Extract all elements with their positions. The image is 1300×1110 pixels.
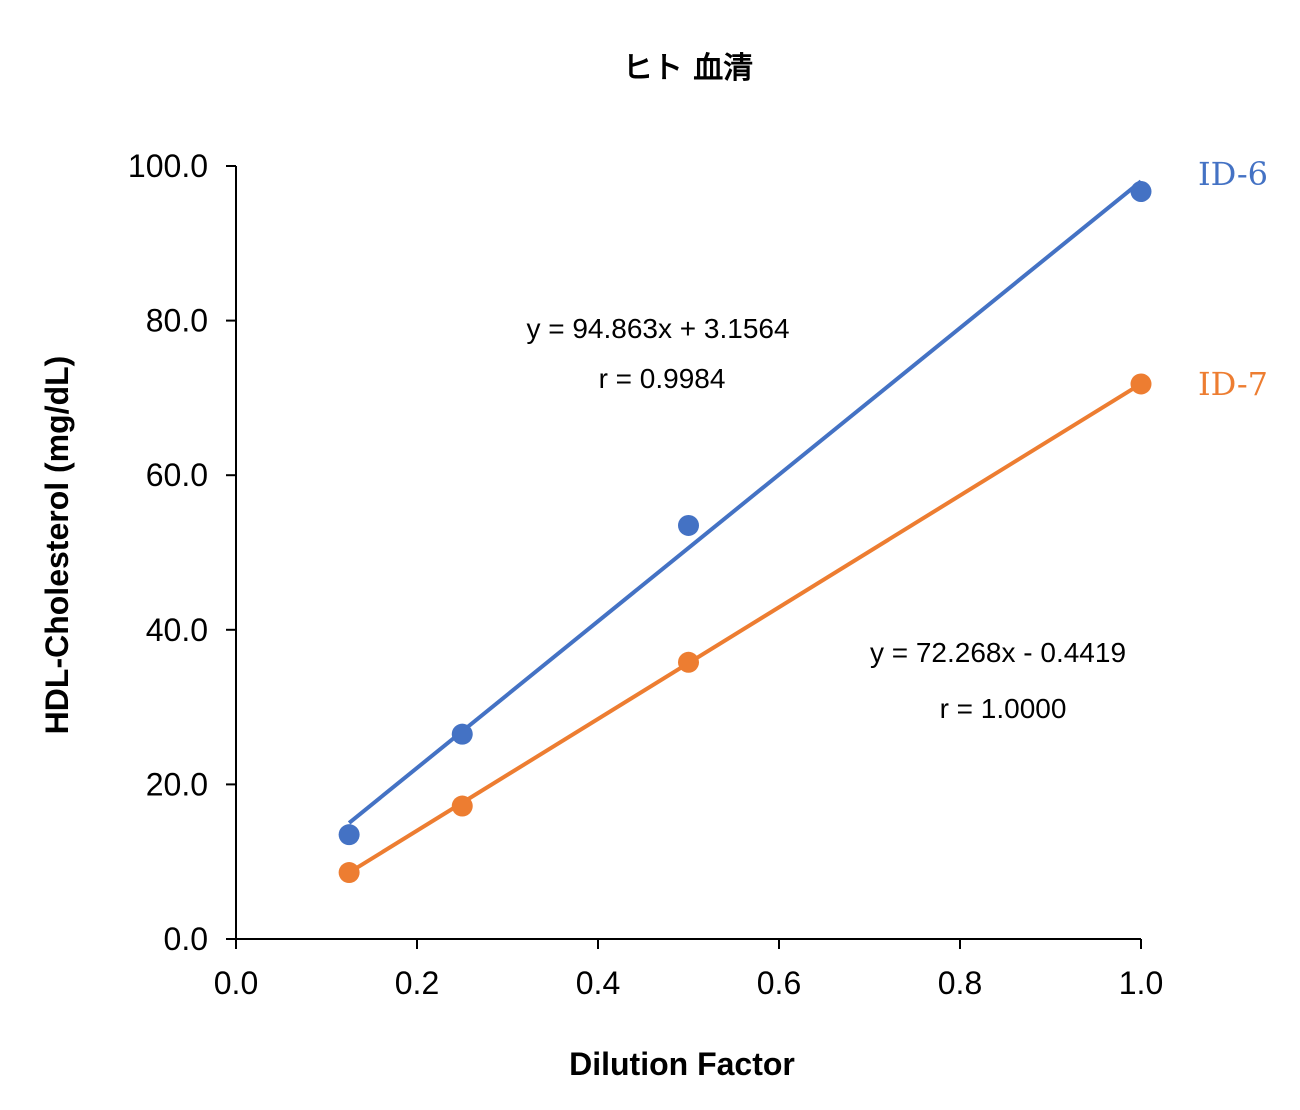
x-axis-title: Dilution Factor <box>569 1046 795 1082</box>
series-label-id6: ID-6 <box>1198 155 1268 193</box>
x-tick-label: 1.0 <box>1119 965 1163 1001</box>
equation-id6: y = 94.863x + 3.1564 <box>526 313 789 344</box>
y-tick-label: 40.0 <box>146 612 208 648</box>
x-tick-label: 0.0 <box>214 965 258 1001</box>
data-point-id-7 <box>338 862 360 884</box>
x-tick-label: 0.6 <box>757 965 801 1001</box>
y-tick-label: 0.0 <box>164 921 208 957</box>
data-point-id-7 <box>451 795 473 817</box>
x-tick-label: 0.8 <box>938 965 982 1001</box>
y-axis-title: HDL-Cholesterol (mg/dL) <box>39 356 75 735</box>
x-tick-label: 0.4 <box>576 965 620 1001</box>
y-tick-label: 20.0 <box>146 766 208 802</box>
chart-title: ヒト 血清 <box>623 51 753 86</box>
axes <box>226 165 1142 949</box>
data-point-id-6 <box>338 824 360 846</box>
trendline-id-7 <box>348 382 1143 875</box>
series-label-id7: ID-7 <box>1198 365 1268 403</box>
data-point-id-6 <box>1130 181 1152 203</box>
plot-area <box>338 179 1152 884</box>
data-point-id-6 <box>678 514 699 536</box>
x-tick-label: 0.2 <box>395 965 439 1001</box>
y-tick-label: 80.0 <box>146 303 208 339</box>
tick-labels: 0.0 20.0 40.0 60.0 80.0 100.0 0.0 0.2 0.4 0.6 0.8 1… <box>128 148 1163 1001</box>
trendline-id-6 <box>347 179 1143 825</box>
data-point-id-6 <box>451 723 473 745</box>
data-point-id-7 <box>1130 373 1152 395</box>
data-point-id-7 <box>678 651 699 673</box>
y-tick-label: 100.0 <box>128 148 208 184</box>
y-tick-label: 60.0 <box>146 457 208 493</box>
equation-id7: y = 72.268x - 0.4419 <box>870 637 1126 668</box>
r-value-id6: r = 0.9984 <box>599 363 726 394</box>
r-value-id7: r = 1.0000 <box>940 693 1067 724</box>
